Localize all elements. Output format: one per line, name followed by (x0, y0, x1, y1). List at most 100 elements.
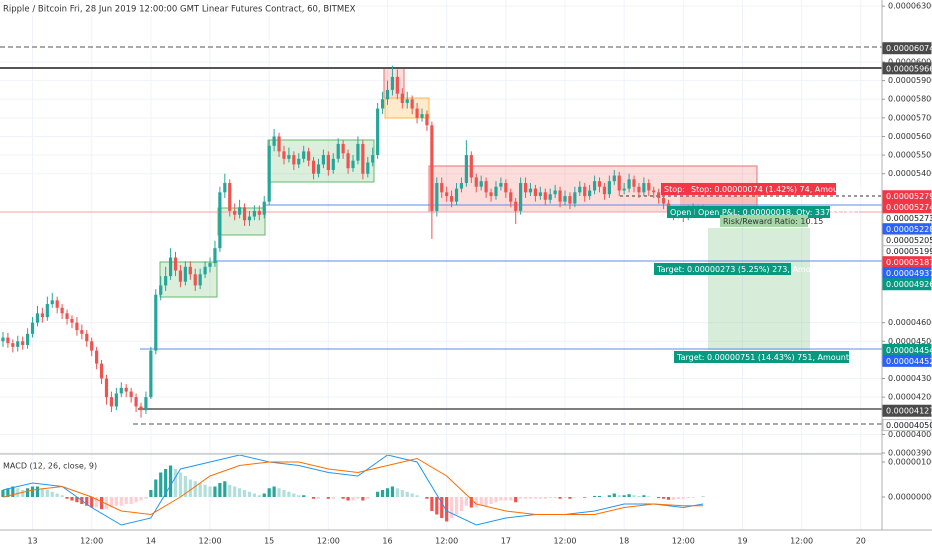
macd-bar (691, 496, 695, 498)
x-tick-label: 16 (382, 537, 392, 546)
macd-bar (597, 495, 602, 497)
macd-bar (583, 496, 587, 498)
candle-body (247, 216, 252, 221)
macd-bar (331, 496, 335, 499)
candle-body (543, 192, 547, 200)
candle-body (479, 181, 483, 187)
x-tick-label: 12:00 (790, 537, 813, 546)
label-box (661, 183, 691, 195)
macd-bar (607, 495, 611, 497)
candle-body (538, 192, 542, 197)
x-tick-label: 12:00 (672, 537, 695, 546)
macd-bar (469, 496, 473, 508)
macd-bar (661, 496, 666, 499)
price-badge-label: 0.00005279 (886, 192, 932, 201)
candle-body (193, 274, 197, 286)
x-tick-label: 12:00 (198, 537, 221, 546)
macd-bar (523, 496, 528, 499)
candle-body (474, 177, 478, 187)
macd-bar (361, 496, 365, 501)
macd-bar (223, 481, 227, 497)
macd-bar (292, 493, 296, 497)
macd-bar (297, 495, 301, 497)
candle-body (361, 143, 365, 174)
macd-bar (548, 496, 552, 499)
macd-bar (592, 495, 597, 497)
macd-bar (16, 488, 20, 497)
candle-body (563, 196, 567, 202)
macd-bar (449, 496, 454, 518)
macd-bar (538, 496, 542, 499)
macd-bar (474, 496, 478, 508)
macd-bar (632, 495, 636, 497)
macd-bar (70, 496, 74, 501)
macd-bar (573, 496, 577, 498)
candle-body (252, 210, 256, 217)
macd-bar (415, 495, 419, 497)
candle-body (336, 143, 340, 159)
candle-body (16, 341, 20, 347)
price-badge-label: 0.00004926 (886, 280, 932, 289)
candle-body (415, 108, 419, 118)
candle-body (464, 155, 468, 184)
macd-bar (568, 496, 572, 499)
macd-line (2, 455, 704, 526)
macd-bar (425, 496, 429, 499)
candle-body (568, 196, 572, 204)
macd-bar (671, 496, 676, 500)
macd-bar (395, 488, 399, 497)
x-tick-label: 17 (501, 537, 511, 546)
macd-bar (208, 486, 212, 497)
macd-bar (454, 496, 459, 515)
macd-bar (459, 496, 464, 511)
macd-bar (242, 489, 247, 497)
candle-body (198, 274, 202, 286)
stop-label: Stop: 0.00000074 (1.42%) 74, Amount: 750 (691, 185, 867, 194)
candle-body (612, 175, 616, 182)
macd-bar (159, 472, 163, 497)
candle-body (321, 155, 326, 165)
macd-bar (627, 494, 631, 497)
candle-body (622, 188, 626, 191)
macd-bar (272, 486, 276, 497)
candle-body (302, 151, 306, 159)
candle-body (454, 188, 459, 202)
candle-body (395, 76, 399, 94)
candle-body (168, 257, 173, 277)
macd-bar (479, 496, 483, 506)
candle-body (331, 158, 335, 170)
price-badge (882, 62, 932, 75)
macd-bar (489, 496, 493, 504)
candle-body (178, 270, 183, 282)
macd-bar (341, 496, 345, 499)
macd-bar (435, 496, 439, 515)
price-axis: 0.00006300 0.00006000 0.00005900 0.00005800… (882, 2, 932, 458)
macd-bar (104, 496, 109, 510)
macd-bar (366, 496, 370, 499)
ratio-label: Risk/Reward Ratio: 10.15 (723, 217, 823, 226)
macd-bar (351, 496, 355, 501)
macd-bar (686, 496, 690, 499)
macd-title: MACD (12, 26, close, 9) (3, 462, 97, 471)
macd-bar (282, 489, 286, 497)
macd-bar (1, 489, 5, 497)
candle-body (218, 192, 222, 249)
candle-body (80, 330, 84, 334)
candle-body (203, 266, 207, 275)
candle-body (6, 337, 10, 344)
position-labels: Stop: 0 Stop: 0.00000074 (1.42%) 74, Amo… (654, 183, 887, 363)
macd-bar (21, 489, 25, 497)
macd-bar (311, 496, 316, 499)
macd-bar (346, 496, 350, 501)
macd-bar (494, 496, 498, 503)
candle-body (311, 160, 316, 174)
price-badge-label: 0.00006074 (886, 44, 932, 53)
candle-body (134, 397, 138, 407)
macd-bar (676, 496, 680, 500)
macd-bar (543, 496, 547, 499)
macd-bar (533, 496, 538, 499)
candle-body (592, 181, 597, 191)
macd-bar (30, 486, 35, 497)
candle-body (90, 341, 94, 351)
macd-line (2, 457, 704, 516)
